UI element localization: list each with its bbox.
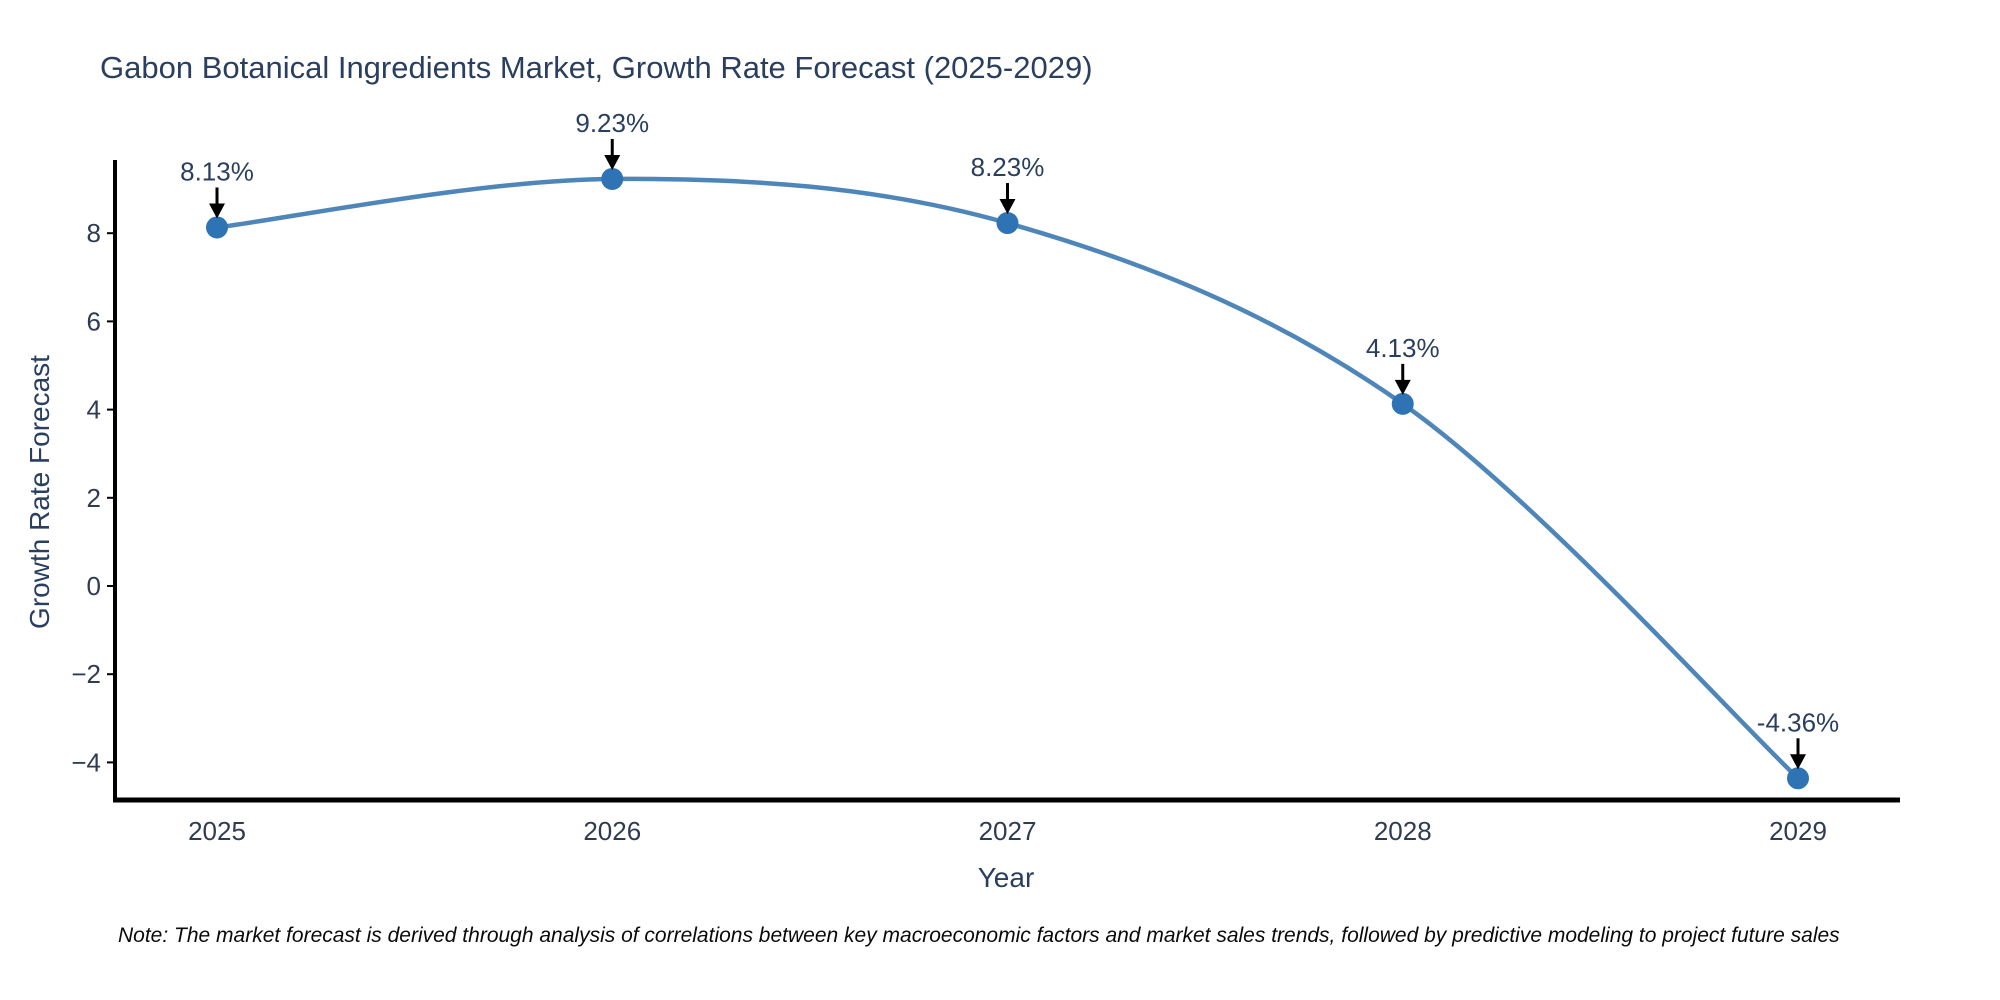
y-tick-label: 0 xyxy=(87,571,101,601)
annotation-label: 9.23% xyxy=(575,108,649,138)
data-point xyxy=(1391,392,1414,415)
chart-title: Gabon Botanical Ingredients Market, Grow… xyxy=(100,50,1093,85)
x-tick-label: 2026 xyxy=(583,816,641,846)
y-tick-label: 8 xyxy=(87,218,101,248)
data-point xyxy=(996,212,1019,235)
annotation-arrowhead xyxy=(209,203,225,219)
x-tick-label: 2025 xyxy=(188,816,246,846)
note-text: Note: The market forecast is derived thr… xyxy=(118,924,1840,947)
annotation-arrowhead xyxy=(604,154,621,170)
data-point xyxy=(601,167,624,190)
annotation-arrowhead xyxy=(999,199,1016,215)
x-tick-label: 2028 xyxy=(1374,816,1432,846)
annotation-label: 8.13% xyxy=(180,156,254,186)
annotation-label: -4.36% xyxy=(1757,707,1839,737)
x-axis-title: Year xyxy=(977,862,1035,893)
data-point xyxy=(1787,767,1809,790)
annotation-arrowhead xyxy=(1790,754,1806,770)
annotation-label: 4.13% xyxy=(1366,333,1440,363)
x-tick-label: 2027 xyxy=(979,816,1037,846)
annotation-arrowhead xyxy=(1394,379,1411,395)
y-tick-label: −2 xyxy=(71,659,101,689)
y-tick-label: −4 xyxy=(71,747,101,777)
annotation-label: 8.23% xyxy=(971,152,1045,182)
x-tick-label: 2029 xyxy=(1769,816,1827,846)
series-line xyxy=(214,176,1801,781)
y-tick-label: 6 xyxy=(87,306,101,336)
y-tick-label: 4 xyxy=(87,395,101,425)
y-tick-label: 2 xyxy=(87,483,101,513)
data-point xyxy=(206,216,228,239)
